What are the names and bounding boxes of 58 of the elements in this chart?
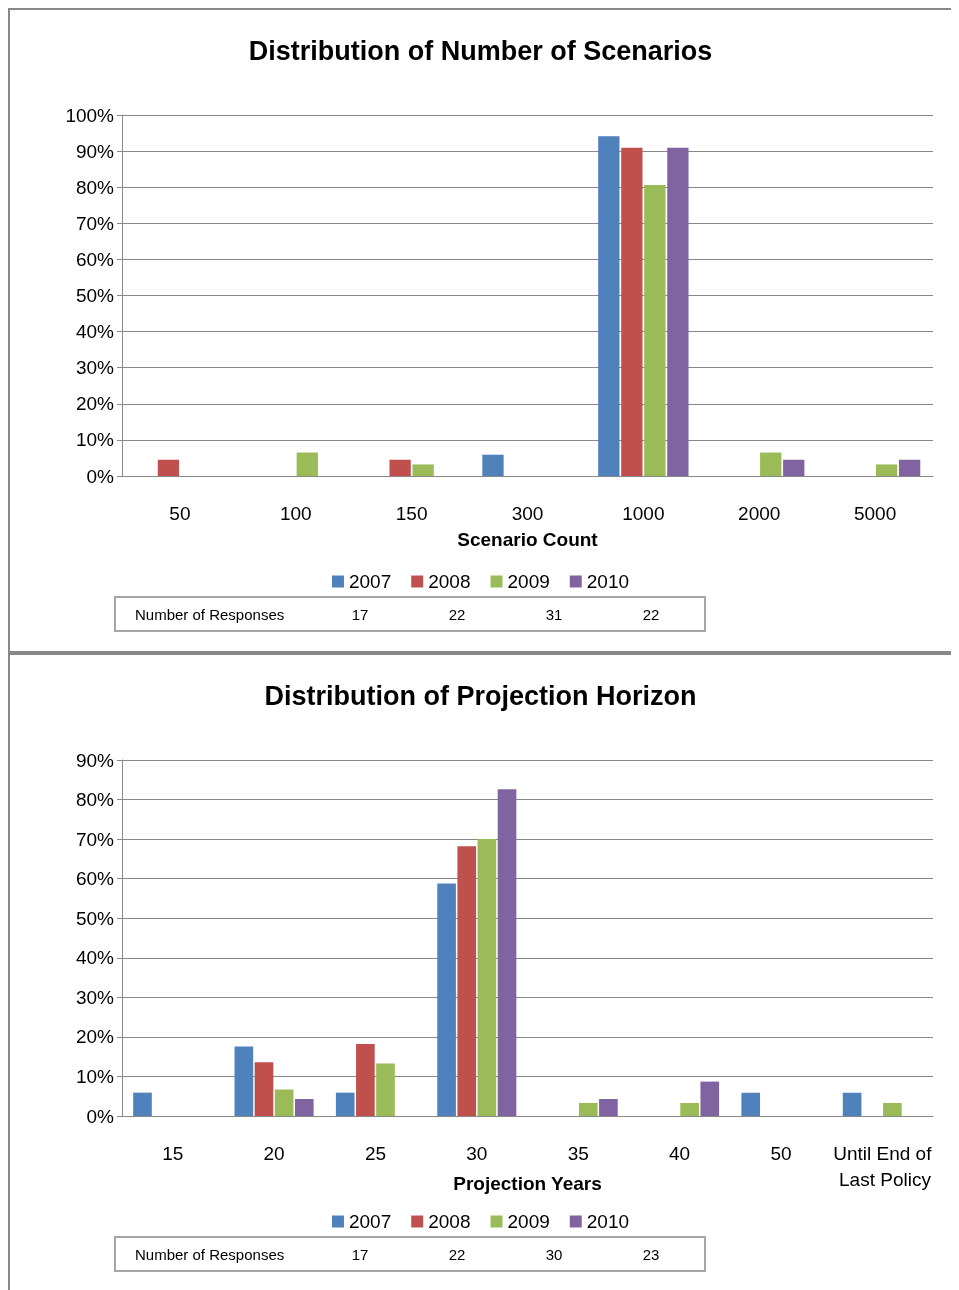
- legend-label: 2007: [348, 571, 392, 592]
- x-tick-label: 40: [668, 1142, 691, 1164]
- legend-label: 2008: [428, 1211, 471, 1232]
- x-tick-label: 35: [567, 1142, 589, 1164]
- x-tick-label: 100: [279, 502, 312, 524]
- text: 22: [448, 1245, 466, 1263]
- x-axis-title: Scenario Count: [457, 529, 599, 550]
- text: 23: [642, 1245, 660, 1263]
- y-tick-label: 50%: [75, 907, 115, 929]
- y-tick-label: 0%: [86, 1105, 115, 1127]
- y-tick-label: 90%: [75, 140, 115, 162]
- legend-label: 2008: [428, 571, 471, 592]
- x-tick-label: 1000: [622, 502, 665, 524]
- y-tick-label: 70%: [75, 212, 115, 234]
- y-tick-label: 0%: [86, 465, 115, 487]
- text: 17: [351, 1245, 369, 1263]
- text: 31: [545, 605, 563, 623]
- y-tick-label: 30%: [75, 986, 115, 1008]
- x-tick-label: 300: [511, 502, 544, 524]
- y-tick-label: 50%: [75, 285, 115, 306]
- x-tick-label: 150: [395, 502, 428, 524]
- x-tick-label: 30: [466, 1142, 488, 1164]
- y-tick-label: 40%: [75, 947, 115, 969]
- y-tick-label: 80%: [75, 789, 115, 811]
- x-tick-label: 20: [263, 1142, 285, 1164]
- y-tick-label: 30%: [75, 357, 115, 379]
- x-tick-label: 2000: [738, 502, 781, 524]
- text: 22: [448, 605, 466, 623]
- text: Number of Responses: [135, 1245, 285, 1263]
- x-tick-label: 25: [364, 1142, 387, 1164]
- x-tick-label: 50: [169, 502, 191, 524]
- chart-title: Distribution of Number of Scenarios: [248, 35, 713, 66]
- x-tick-label: Until End of Last Policy: [833, 1142, 933, 1190]
- text: 22: [642, 605, 660, 623]
- legend-label: 2010: [586, 571, 630, 592]
- y-tick-label: 100%: [65, 104, 115, 126]
- legend-label: 2010: [586, 1211, 630, 1232]
- y-tick-label: 40%: [75, 321, 115, 343]
- legend-label: 2007: [348, 1211, 392, 1232]
- y-tick-label: 60%: [75, 248, 115, 270]
- y-tick-label: 90%: [75, 749, 115, 771]
- y-tick-label: 70%: [75, 828, 115, 850]
- legend-label: 2009: [507, 571, 550, 592]
- x-tick-label: 50: [770, 1142, 792, 1164]
- y-tick-label: 20%: [75, 393, 115, 415]
- y-tick-label: 10%: [75, 429, 115, 451]
- x-tick-label: 5000: [853, 502, 897, 524]
- text: 30: [545, 1245, 563, 1263]
- y-tick-label: 60%: [75, 868, 115, 890]
- y-tick-label: 80%: [75, 176, 115, 198]
- y-tick-label: 20%: [75, 1026, 115, 1048]
- chart-title: Distribution of Projection Horizon: [264, 680, 697, 711]
- x-tick-label: 15: [162, 1142, 184, 1164]
- text: 17: [351, 605, 369, 623]
- y-tick-label: 10%: [75, 1065, 115, 1087]
- legend-label: 2009: [507, 1211, 550, 1232]
- text: Number of Responses: [135, 605, 285, 623]
- x-axis-title: Projection Years: [453, 1173, 602, 1194]
